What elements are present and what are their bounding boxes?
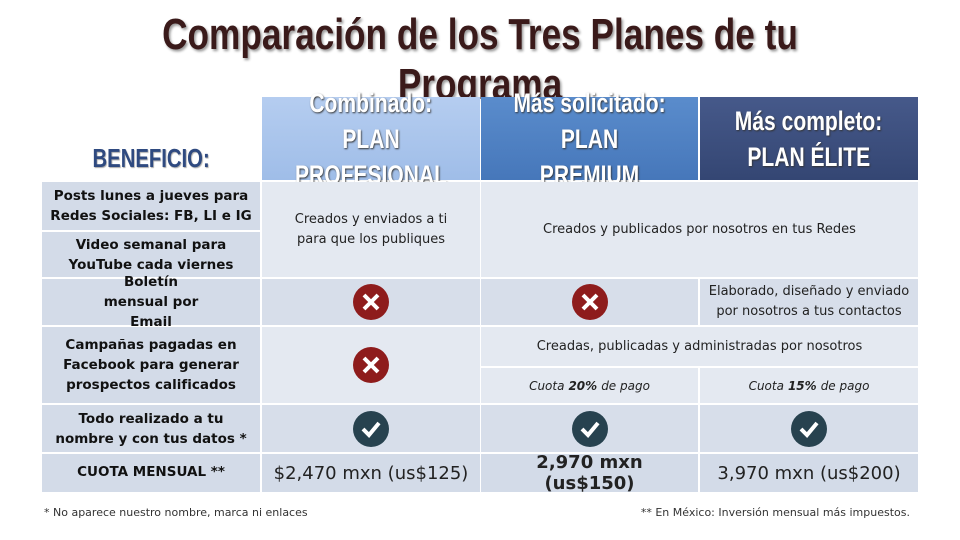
cell [481,405,698,452]
price: $2,470 mxn (us$125) [262,454,480,492]
cell [481,279,698,325]
benefit: Posts lunes a jueves para Redes Sociales… [42,182,260,230]
no-icon [353,284,389,320]
yes-icon [791,410,827,447]
price: 2,970 mxn (us$150) [481,452,698,494]
cell: Creados y enviados a ti para que los pub… [262,182,480,277]
plan-header: Más solicitado: PLAN PREMIUM [481,88,698,190]
plan-header: Más completo: PLAN ÉLITE [700,97,918,180]
no-icon [353,347,389,383]
fee-value: 15% [787,378,817,393]
fee-value: 20% [568,378,598,393]
fee-prefix: Cuota [529,378,565,393]
cell [262,279,480,325]
benefit: Video semanal para YouTube cada viernes [42,232,260,277]
fee-prefix: Cuota [748,378,784,393]
cell: Creadas, publicadas y administradas por … [481,327,918,366]
benefit: CUOTA MENSUAL ** [42,454,260,492]
yes-icon [353,410,389,447]
no-icon [571,284,608,320]
cell [262,327,480,403]
cell: Cuota 20% de pago [481,368,698,403]
plan-subtitle: Combinado: [309,87,433,118]
fee-suffix: de pago [601,378,650,393]
cell [700,405,918,452]
footnote: ** En México: Inversión mensual más impu… [640,506,910,519]
cell: Elaborado, diseñado y enviado por nosotr… [700,279,918,325]
benefit: Todo realizado a tu nombre y con tus dat… [42,405,260,452]
fee-suffix: de pago [820,378,870,393]
benefit: Campañas pagadas en Facebook para genera… [42,327,260,403]
cell [262,405,480,452]
plan-name: PLAN ÉLITE [747,141,871,172]
benefit: Boletín mensual por Email [42,274,260,330]
plan-subtitle: Más solicitado: [513,87,666,118]
price: 3,970 mxn (us$200) [700,454,918,492]
plan-header: Combinado: PLAN PROFESIONAL [262,88,480,190]
cell: Creados y publicados por nosotros en tus… [481,182,918,277]
title: Comparación de los Tres Planes de tu Pro… [162,10,798,109]
footnote: * No aparece nuestro nombre, marca ni en… [44,506,308,519]
benefit-header: BENEFICIO: [92,143,210,173]
benefit-header-cell: BENEFICIO: [42,97,260,180]
cell: Cuota 15% de pago [700,368,918,403]
plan-subtitle: Más completo: [735,105,883,136]
yes-icon [571,410,608,447]
